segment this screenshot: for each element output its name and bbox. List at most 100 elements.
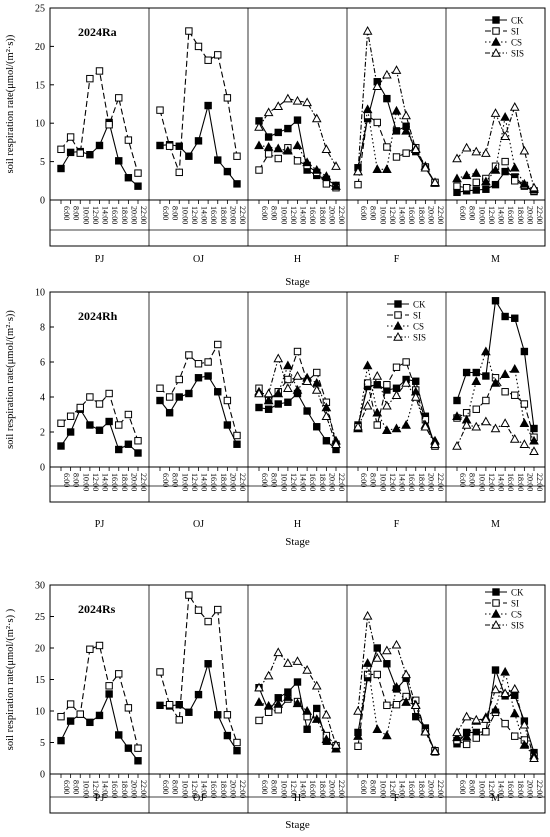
data-point-SI <box>511 391 519 399</box>
data-point-SIS <box>372 653 383 662</box>
series-line-SIS <box>357 374 436 445</box>
data-point-CS <box>509 363 520 373</box>
data-point-CS <box>471 376 482 385</box>
legend-label: SIS <box>413 333 426 343</box>
x-tick-label: 22:00 <box>337 473 346 491</box>
x-tick-label: 18:00 <box>219 206 228 224</box>
data-point-SI <box>472 405 480 413</box>
data-point-CK <box>165 409 174 417</box>
x-tick-label: 10:00 <box>378 780 387 798</box>
data-point-SI <box>322 180 331 188</box>
data-point-CS <box>500 666 510 676</box>
data-point-SIS <box>382 645 392 655</box>
y-tick-label: 30 <box>35 581 45 592</box>
data-point-SI <box>95 67 104 75</box>
data-point-SIS <box>391 639 402 649</box>
x-tick-label: 10:00 <box>279 473 288 491</box>
data-point-CS <box>509 162 520 172</box>
data-point-CK <box>86 421 94 429</box>
data-point-CS <box>292 140 303 150</box>
data-point-CK <box>412 712 420 721</box>
data-point-CK <box>303 725 311 733</box>
data-point-CS <box>321 734 332 744</box>
x-tick-label: 14:00 <box>398 473 407 491</box>
data-point-SI <box>76 149 84 157</box>
data-point-SI <box>293 347 302 356</box>
x-tick-label: 12:00 <box>91 780 100 798</box>
data-point-SIS <box>401 110 411 120</box>
series-line-SI <box>60 644 139 749</box>
data-point-CK <box>233 180 241 188</box>
data-point-CK <box>392 127 401 135</box>
data-point-SI <box>363 379 372 387</box>
x-tick-label: 6:00 <box>458 780 467 794</box>
x-tick-label: 16:00 <box>506 473 515 491</box>
data-point-CK <box>482 185 490 193</box>
y-tick-label: 6 <box>40 358 45 369</box>
y-axis-title: soil respiration rate(μmol/(m²·s)) <box>5 34 16 173</box>
data-point-SIS <box>331 439 341 448</box>
data-point-SIS <box>401 669 411 679</box>
x-tick-label: 18:00 <box>318 206 327 224</box>
data-point-SI <box>392 153 401 161</box>
data-point-CS <box>331 181 341 190</box>
x-tick-label: 20:00 <box>228 206 237 224</box>
data-point-SIS <box>292 95 303 105</box>
x-tick-label: 20:00 <box>525 780 534 798</box>
data-point-SIS <box>430 439 440 448</box>
data-point-CK <box>57 442 65 450</box>
data-point-SI <box>115 421 123 429</box>
data-point-SI <box>392 363 401 371</box>
data-point-SIS <box>471 146 482 156</box>
data-point-SI <box>66 133 75 141</box>
data-point-CK <box>185 389 193 398</box>
data-point-SIS <box>362 26 373 35</box>
x-tick-label: 6:00 <box>359 473 368 487</box>
x-tick-label: 6:00 <box>359 780 368 794</box>
data-point-CK <box>156 701 164 710</box>
data-point-SI <box>214 340 222 349</box>
data-point-SIS <box>509 433 520 443</box>
data-point-SI <box>520 400 529 408</box>
data-point-SI <box>185 591 193 599</box>
data-point-CS <box>490 704 501 714</box>
x-tick-label: 16:00 <box>308 206 317 224</box>
data-point-SI <box>402 149 410 157</box>
data-point-CS <box>362 658 373 667</box>
x-tick-label: 18:00 <box>219 473 228 491</box>
data-point-SI <box>214 605 222 614</box>
x-axis-title: Stage <box>285 819 310 831</box>
data-point-CS <box>391 682 402 691</box>
series-line-CS <box>456 116 535 190</box>
data-point-SIS <box>311 384 322 394</box>
data-point-SIS <box>353 421 363 431</box>
x-tick-label: 22:00 <box>535 206 544 224</box>
x-tick-label: 16:00 <box>407 780 416 798</box>
legend-label: SIS <box>511 49 524 59</box>
x-tick-label: 20:00 <box>426 473 435 491</box>
x-tick-label: 20:00 <box>228 473 237 491</box>
data-point-SIS <box>292 656 303 665</box>
data-point-CS <box>401 419 411 429</box>
data-point-CK <box>472 368 480 377</box>
x-tick-label: 8:00 <box>171 206 180 220</box>
data-point-SIS <box>283 93 293 103</box>
data-point-SI <box>124 136 133 144</box>
x-tick-label: 22:00 <box>535 780 544 798</box>
data-point-CS <box>529 435 539 445</box>
x-tick-label: 12:00 <box>289 206 298 224</box>
data-point-CK <box>322 437 331 445</box>
data-point-CS <box>263 395 274 405</box>
y-tick-label: 20 <box>35 644 45 655</box>
data-point-CK <box>134 757 142 765</box>
legend-marker-SIS <box>491 619 501 629</box>
series-line-SI <box>357 114 436 185</box>
data-point-CS <box>481 346 491 356</box>
data-point-SI <box>511 177 519 185</box>
data-point-CS <box>481 176 491 186</box>
data-point-CK <box>66 717 75 725</box>
data-point-CS <box>490 377 501 387</box>
data-point-SIS <box>254 682 264 692</box>
data-point-CK <box>105 690 113 698</box>
